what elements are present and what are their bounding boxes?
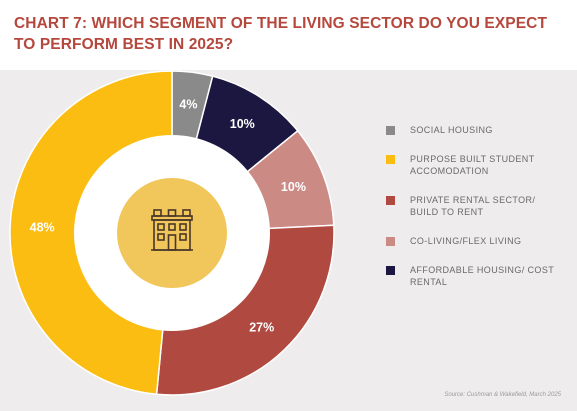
legend-item-social-housing: SOCIAL HOUSING	[386, 124, 566, 136]
legend-label: PRIVATE RENTAL SECTOR/ BUILD TO RENT	[410, 195, 536, 217]
data-label-purpose-built-student-accomodation: 48%	[30, 220, 55, 234]
chart-title: CHART 7: WHICH SEGMENT OF THE LIVING SEC…	[14, 15, 548, 53]
legend-label: CO-LIVING/FLEX LIVING	[410, 236, 522, 246]
legend-item-purpose-built-student-accomodation: PURPOSE BUILT STUDENT ACCOMODATION	[386, 153, 566, 177]
building-icon	[151, 209, 193, 251]
legend-item-affordable-housing-cost-rental: AFFORDABLE HOUSING/ COST RENTAL	[386, 264, 566, 288]
legend: SOCIAL HOUSING PURPOSE BUILT STUDENT ACCO…	[386, 124, 566, 305]
center-circle	[117, 178, 227, 288]
legend-label: AFFORDABLE HOUSING/ COST RENTAL	[410, 265, 554, 287]
data-label-private-rental-sector-build-to-rent: 27%	[249, 321, 274, 335]
data-label-affordable-housing-cost-rental: 10%	[230, 117, 255, 131]
data-label-social-housing: 4%	[179, 98, 197, 112]
legend-swatch	[386, 126, 395, 135]
legend-label: SOCIAL HOUSING	[410, 125, 493, 135]
legend-item-private-rental-sector-build-to-rent: PRIVATE RENTAL SECTOR/ BUILD TO RENT	[386, 194, 566, 218]
data-labels: 4% 10% 10% 27% 48%	[30, 98, 306, 335]
legend-swatch	[386, 196, 395, 205]
legend-item-co-living-flex-living: CO-LIVING/FLEX LIVING	[386, 235, 566, 247]
legend-swatch	[386, 155, 395, 164]
legend-swatch	[386, 237, 395, 246]
legend-label: PURPOSE BUILT STUDENT ACCOMODATION	[410, 154, 535, 176]
source-note: Source: Cushman & Wakefield, March 2025	[444, 392, 561, 398]
data-label-co-living-flex-living: 10%	[281, 180, 306, 194]
legend-swatch	[386, 266, 395, 275]
